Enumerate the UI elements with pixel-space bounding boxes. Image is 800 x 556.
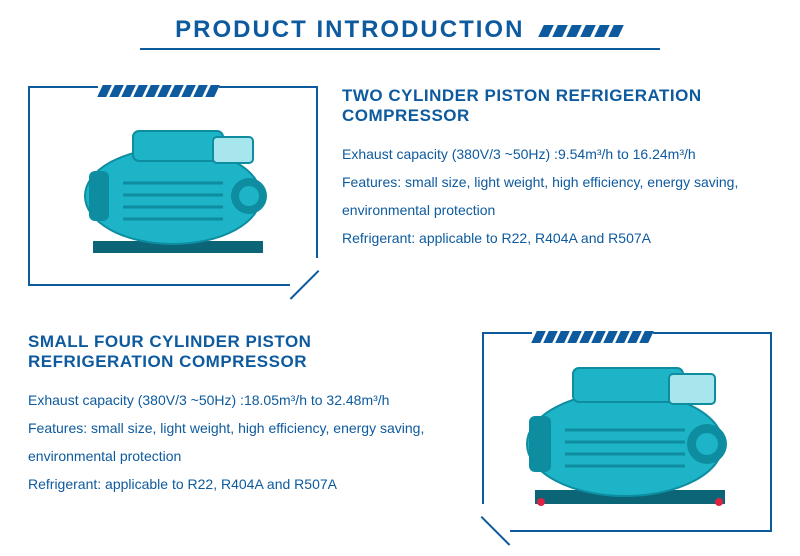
product-2-capacity: Exhaust capacity (380V/3 ~50Hz) :18.05m³… <box>28 386 458 414</box>
product-row-1: TWO CYLINDER PISTON REFRIGERATION COMPRE… <box>0 58 800 286</box>
frame-stripes-icon <box>532 331 653 345</box>
page-title: PRODUCT INTRODUCTION <box>175 16 524 44</box>
compressor-icon <box>507 352 747 512</box>
frame-stripes-icon <box>98 85 219 99</box>
product-1-title: TWO CYLINDER PISTON REFRIGERATION COMPRE… <box>342 86 772 126</box>
product-2-refrigerant: Refrigerant: applicable to R22, R404A an… <box>28 470 458 498</box>
product-2-figure-frame <box>482 332 772 532</box>
header-underline <box>140 48 660 50</box>
product-1-refrigerant: Refrigerant: applicable to R22, R404A an… <box>342 224 772 252</box>
compressor-icon <box>63 111 283 261</box>
header-stripes-icon <box>541 24 625 36</box>
product-2-title: SMALL FOUR CYLINDER PISTON REFRIGERATION… <box>28 332 458 372</box>
product-1-features: Features: small size, light weight, high… <box>342 168 772 224</box>
product-1-capacity: Exhaust capacity (380V/3 ~50Hz) :9.54m³/… <box>342 140 772 168</box>
product-1-figure-frame <box>28 86 318 286</box>
page-header: PRODUCT INTRODUCTION <box>0 0 800 58</box>
product-1-info: TWO CYLINDER PISTON REFRIGERATION COMPRE… <box>342 86 772 252</box>
product-2-features: Features: small size, light weight, high… <box>28 414 458 470</box>
product-row-2: SMALL FOUR CYLINDER PISTON REFRIGERATION… <box>0 286 800 532</box>
product-2-info: SMALL FOUR CYLINDER PISTON REFRIGERATION… <box>28 332 458 498</box>
